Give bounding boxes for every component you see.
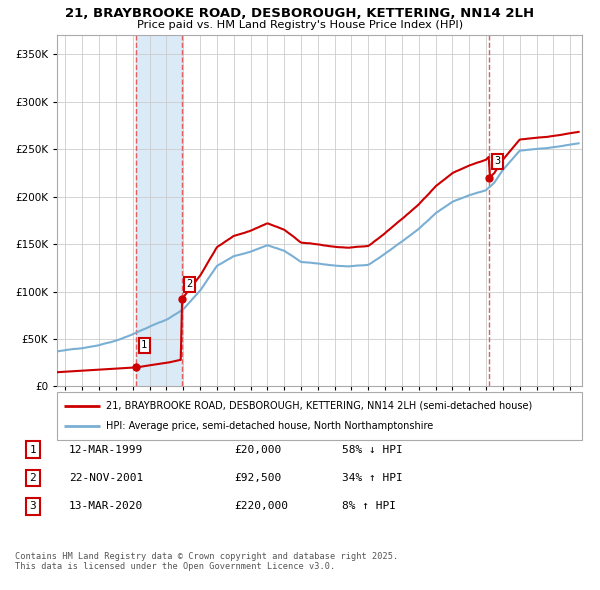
Text: 3: 3 [29,502,37,511]
Text: £20,000: £20,000 [234,445,281,454]
Text: 21, BRAYBROOKE ROAD, DESBOROUGH, KETTERING, NN14 2LH: 21, BRAYBROOKE ROAD, DESBOROUGH, KETTERI… [65,7,535,20]
Text: £220,000: £220,000 [234,502,288,511]
Text: 1: 1 [141,340,148,350]
Text: 1: 1 [29,445,37,454]
Text: 58% ↓ HPI: 58% ↓ HPI [342,445,403,454]
Text: 8% ↑ HPI: 8% ↑ HPI [342,502,396,511]
Text: 2: 2 [29,473,37,483]
Text: Price paid vs. HM Land Registry's House Price Index (HPI): Price paid vs. HM Land Registry's House … [137,20,463,30]
Text: £92,500: £92,500 [234,473,281,483]
Text: 21, BRAYBROOKE ROAD, DESBOROUGH, KETTERING, NN14 2LH (semi-detached house): 21, BRAYBROOKE ROAD, DESBOROUGH, KETTERI… [106,401,532,411]
Text: 22-NOV-2001: 22-NOV-2001 [69,473,143,483]
Text: HPI: Average price, semi-detached house, North Northamptonshire: HPI: Average price, semi-detached house,… [106,421,433,431]
Text: 3: 3 [494,156,501,166]
Text: Contains HM Land Registry data © Crown copyright and database right 2025.
This d: Contains HM Land Registry data © Crown c… [15,552,398,571]
Text: 12-MAR-1999: 12-MAR-1999 [69,445,143,454]
Text: 34% ↑ HPI: 34% ↑ HPI [342,473,403,483]
Text: 13-MAR-2020: 13-MAR-2020 [69,502,143,511]
Bar [136,35,182,386]
Text: 2: 2 [187,279,193,289]
